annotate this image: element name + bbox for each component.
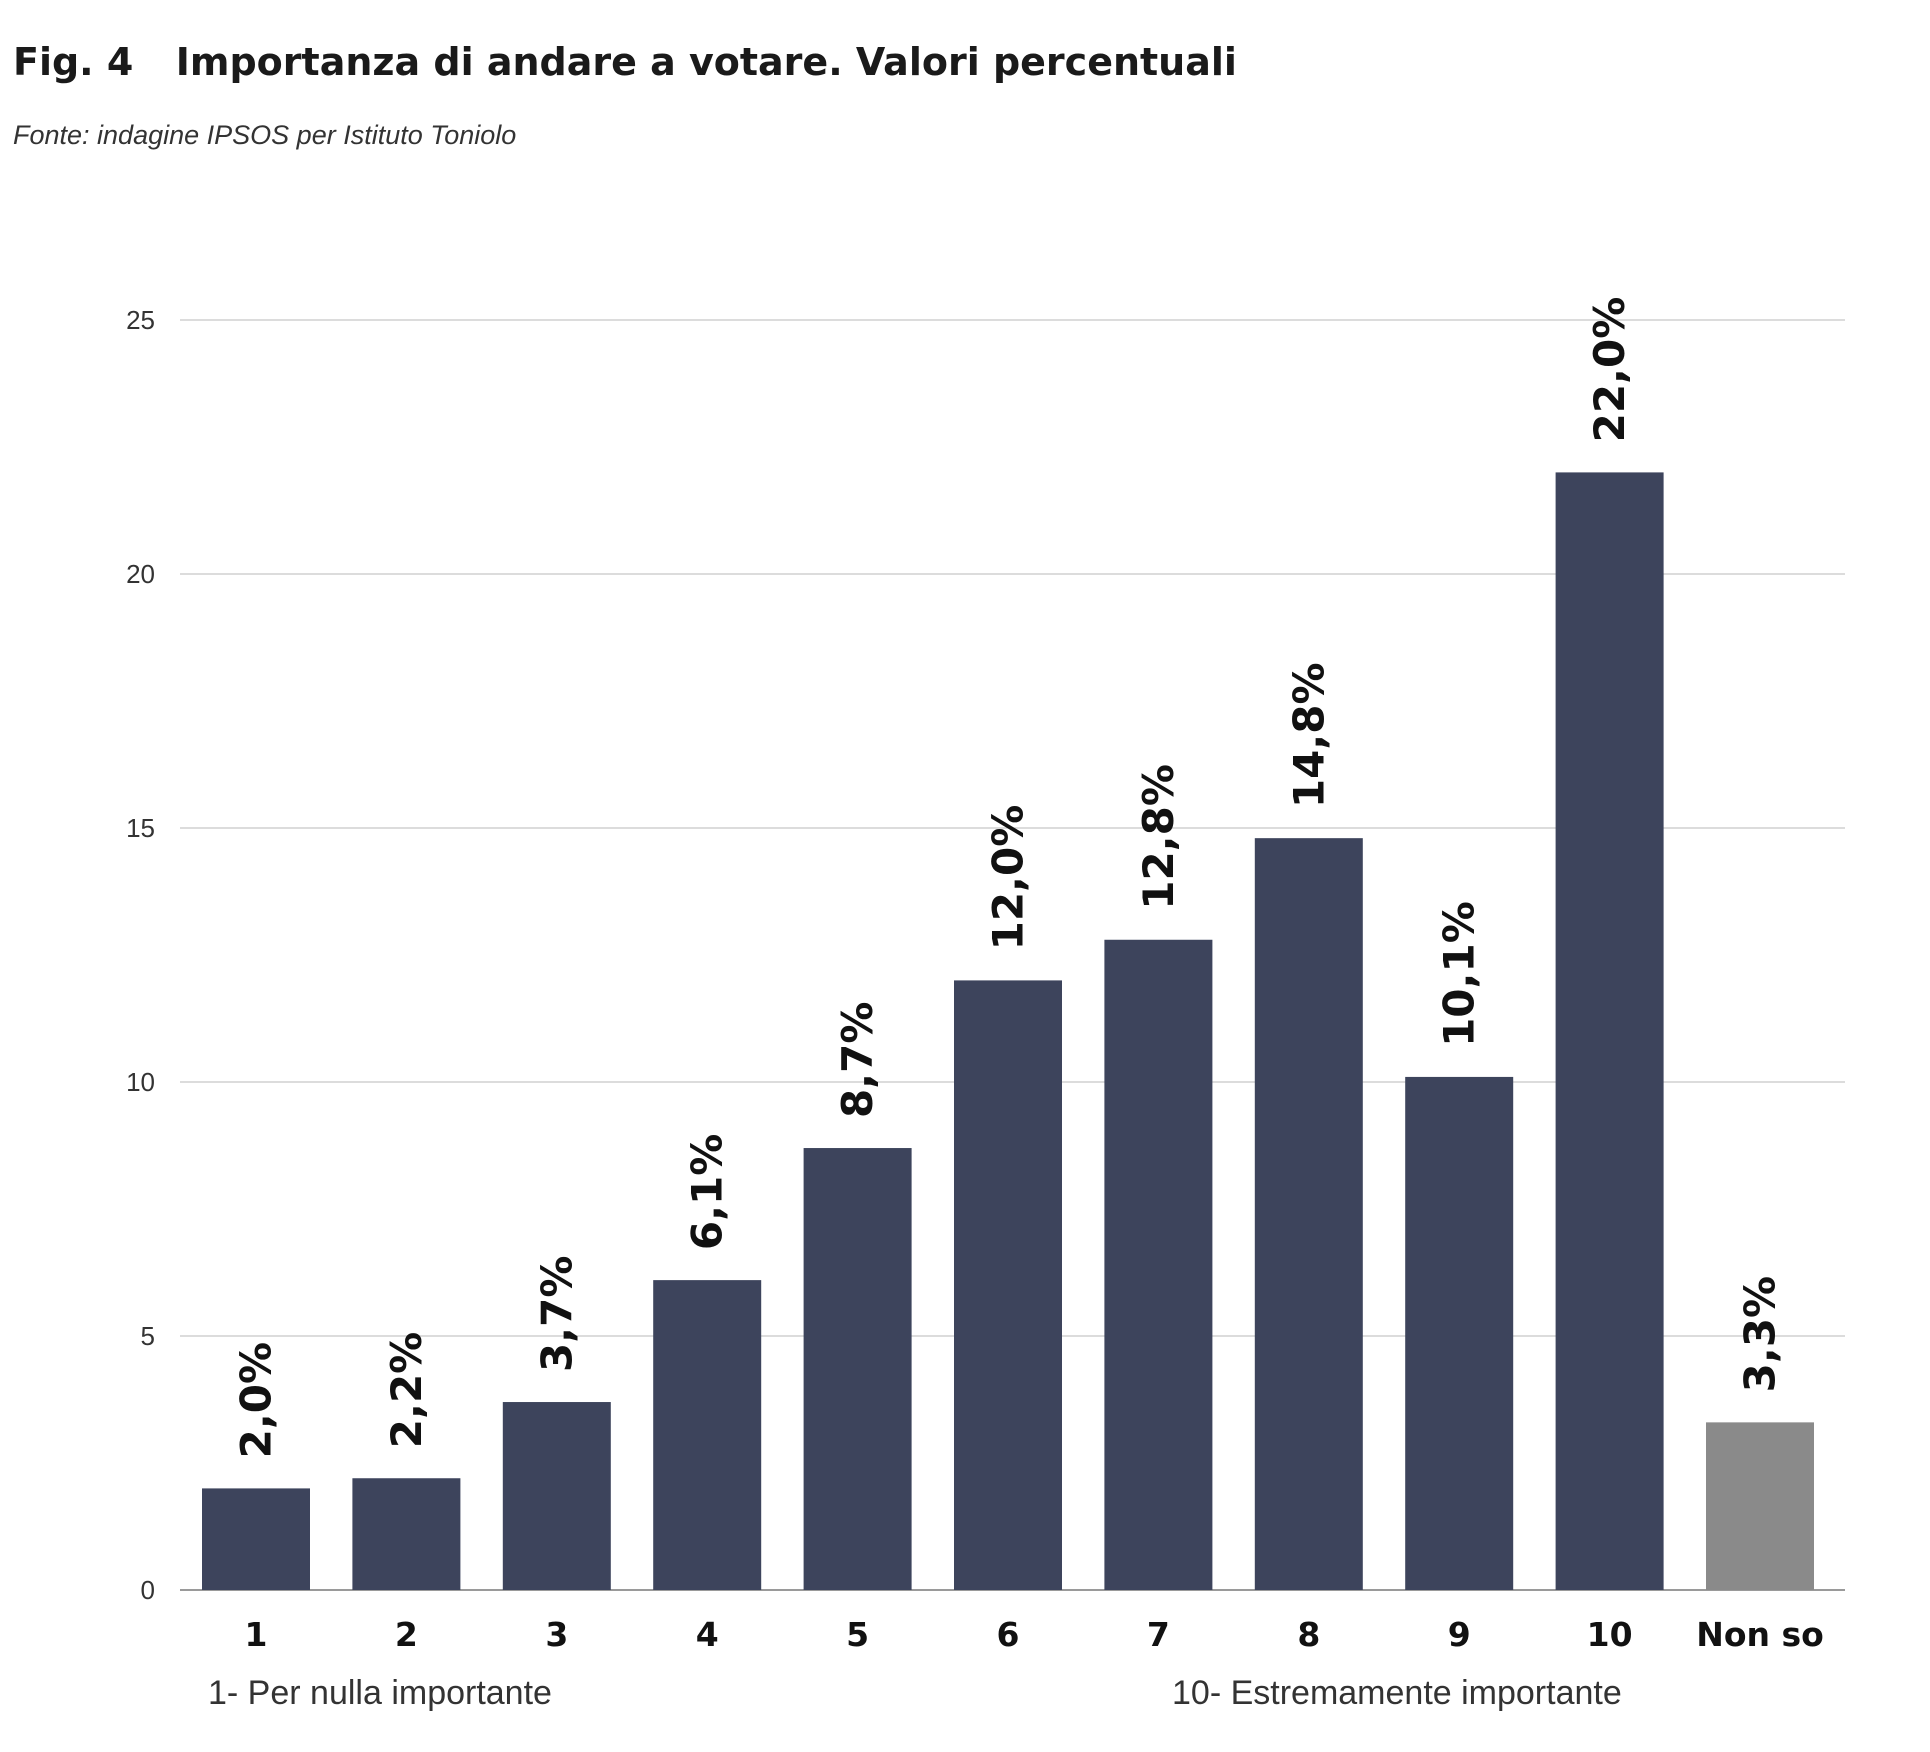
- y-tick-label: 10: [126, 1067, 155, 1097]
- y-tick-label: 25: [126, 305, 155, 335]
- bar: [954, 980, 1062, 1590]
- bar: [1405, 1076, 1514, 1590]
- figure-source: Fonte: indagine IPSOS per Istituto Tonio…: [13, 120, 517, 150]
- bar: [202, 1488, 310, 1590]
- figure-label: Fig. 4: [13, 40, 134, 84]
- y-tick-label: 20: [126, 559, 155, 589]
- x-tick-label: Non so: [1696, 1615, 1824, 1654]
- bar-data-label: 14,8%: [1284, 662, 1333, 808]
- bar-data-label: 22,0%: [1585, 297, 1634, 443]
- x-tick-label: 9: [1448, 1615, 1471, 1654]
- bar: [803, 1148, 912, 1590]
- x-tick-label: 5: [846, 1615, 869, 1654]
- y-tick-label: 15: [126, 813, 155, 843]
- y-axis: 0 5 10 15 20 25: [126, 305, 155, 1605]
- figure-header: Fig. 4 Importanza di andare a votare. Va…: [13, 40, 1237, 84]
- bar-data-label: 10,1%: [1435, 901, 1484, 1047]
- bar-data-label: 8,7%: [833, 1002, 882, 1118]
- annotation-high: 10- Estremamente importante: [1172, 1674, 1622, 1712]
- bar-data-label: 3,7%: [532, 1256, 581, 1372]
- x-tick-label: 6: [997, 1615, 1020, 1654]
- bar: [502, 1402, 611, 1590]
- bar: [1706, 1422, 1814, 1590]
- bar-data-label: 3,3%: [1736, 1276, 1785, 1392]
- figure-title: Importanza di andare a votare. Valori pe…: [175, 40, 1237, 84]
- bar-data-label: 6,1%: [683, 1134, 732, 1250]
- annotation-low: 1- Per nulla importante: [208, 1674, 552, 1712]
- y-tick-label: 5: [141, 1321, 155, 1351]
- bar-data-label: 2,2%: [382, 1332, 431, 1448]
- x-tick-label: 4: [696, 1615, 719, 1654]
- x-tick-label: 8: [1297, 1615, 1320, 1654]
- bar: [653, 1280, 762, 1590]
- bar: [1555, 472, 1664, 1590]
- bar: [1254, 838, 1363, 1590]
- x-tick-label: 1: [245, 1615, 268, 1654]
- bar-data-label: 2,0%: [232, 1342, 281, 1458]
- x-tick-label: 7: [1147, 1615, 1170, 1654]
- x-tick-label: 2: [395, 1615, 418, 1654]
- x-tick-label: 3: [545, 1615, 568, 1654]
- x-axis: 1 2 3 4 5 6 7 8 9 10 Non so: [245, 1615, 1824, 1654]
- bar: [352, 1478, 461, 1590]
- x-tick-label: 10: [1587, 1615, 1633, 1654]
- bar: [1104, 939, 1213, 1590]
- data-labels: 2,0% 2,2% 3,7% 6,1% 8,7% 12,0% 12,8% 14,8% 10,1%…: [232, 297, 1785, 1459]
- bar-data-label: 12,0%: [984, 805, 1033, 951]
- bars: [202, 472, 1814, 1590]
- y-tick-label: 0: [141, 1575, 155, 1605]
- bar-data-label: 12,8%: [1134, 764, 1183, 910]
